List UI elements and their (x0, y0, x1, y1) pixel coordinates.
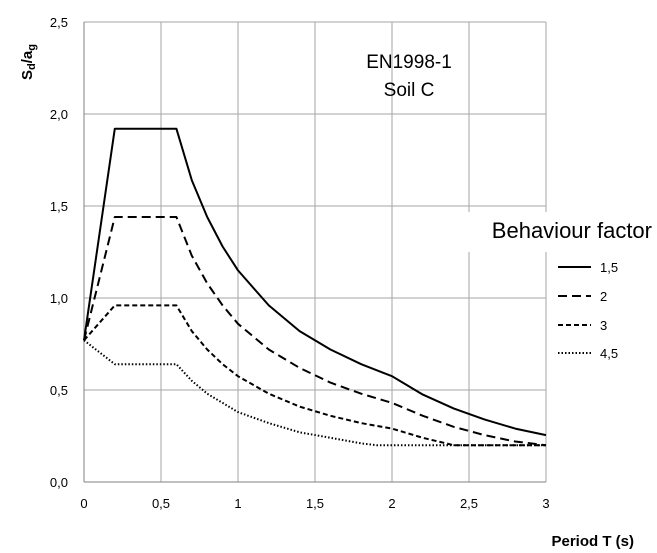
legend-label-3: 4,5 (600, 346, 618, 361)
y-tick-label: 1,5 (50, 199, 68, 214)
legend-items: 1,5 2 3 4,5 (558, 260, 618, 361)
x-tick-label: 2,5 (460, 496, 478, 511)
x-tick-label: 3 (542, 496, 549, 511)
x-tick-label: 0,5 (152, 496, 170, 511)
x-tick-label: 1 (234, 496, 241, 511)
y-tick-label: 1,0 (50, 291, 68, 306)
annotation-standard: EN1998-1 (366, 52, 452, 73)
x-tick-label: 0 (80, 496, 87, 511)
x-tick-label: 1,5 (306, 496, 324, 511)
y-tick-labels: 0,0 0,5 1,0 1,5 2,0 2,5 (50, 15, 68, 490)
x-tick-label: 2 (388, 496, 395, 511)
y-tick-label: 0,5 (50, 383, 68, 398)
legend-title: Behaviour factor (492, 218, 652, 243)
y-tick-label: 0,0 (50, 475, 68, 490)
legend-label-2: 3 (600, 318, 607, 333)
legend: Behaviour factor 1,5 2 3 4,5 (455, 212, 655, 361)
y-axis-label: Sd/ag (19, 44, 38, 80)
annotation-soil: Soil C (384, 80, 435, 101)
y-tick-label: 2,0 (50, 107, 68, 122)
series-line-0 (83, 127, 547, 437)
x-tick-labels: 0 0,5 1 1,5 2 2,5 3 (80, 496, 549, 511)
series-line-1 (83, 216, 547, 447)
legend-label-0: 1,5 (600, 260, 618, 275)
series-group (83, 127, 547, 447)
series-line-2 (83, 304, 546, 447)
legend-title-background (455, 212, 655, 252)
x-axis-label: Period T (s) (551, 533, 634, 550)
plot-frame (83, 22, 546, 483)
y-tick-label: 2,5 (50, 15, 68, 30)
legend-label-1: 2 (600, 289, 607, 304)
